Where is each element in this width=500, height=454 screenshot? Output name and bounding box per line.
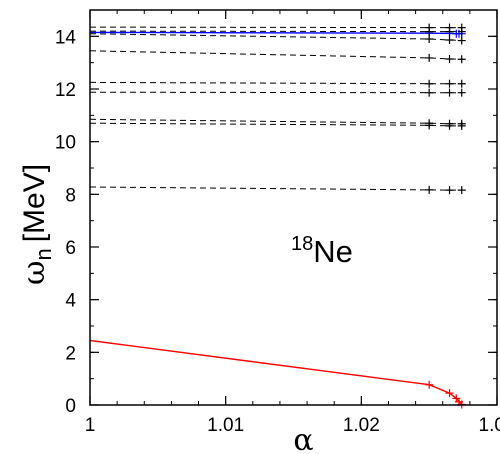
series-line-2	[89, 31, 462, 35]
series-line-11	[89, 186, 462, 191]
y-axis-title: ωn [MeV]	[17, 164, 56, 285]
series-line-8	[89, 91, 462, 94]
series-10-point-1	[425, 121, 434, 130]
series-8-point-1	[425, 88, 434, 97]
series-7-point-2	[445, 79, 454, 88]
series-11-point-3	[457, 186, 466, 195]
series-5-point-3	[457, 36, 466, 45]
y-axis-subscript: n	[31, 248, 56, 260]
series-4-point-3	[457, 27, 466, 36]
series-4-point-2	[445, 27, 454, 36]
series-6-point-3	[457, 55, 466, 64]
series-8-point-2	[445, 88, 454, 97]
series-line-9	[89, 118, 462, 125]
series-8-point-3	[457, 88, 466, 97]
series-11-point-1	[425, 185, 434, 194]
series-line-5	[89, 33, 462, 41]
axis-ticks: 1 1.01 1.02 1.03 0 2 4 6 8 10 12 14	[55, 9, 500, 436]
y-tick-label: 8	[65, 185, 76, 206]
nucleus-element: Ne	[313, 234, 353, 269]
series-11-point-2	[445, 186, 454, 195]
series-1-point-2	[445, 389, 454, 398]
x-axis-title: α	[293, 423, 313, 454]
y-tick-label: 4	[65, 291, 76, 312]
y-tick-label: 2	[65, 343, 76, 364]
series-10-point-2	[445, 121, 454, 130]
series-6-point-2	[445, 54, 454, 63]
y-tick-label: 12	[55, 80, 76, 101]
x-tick-label: 1	[85, 415, 96, 436]
series-10-point-3	[457, 121, 466, 130]
series-4-point-1	[425, 27, 434, 36]
nucleus-annotation: 18Ne	[291, 233, 353, 269]
series-line-1	[89, 339, 463, 405]
series-5-point-1	[425, 34, 434, 43]
nucleus-mass-number: 18	[291, 233, 313, 255]
series-6-point-1	[425, 53, 434, 62]
series-line-7	[89, 81, 462, 85]
y-axis-symbol: ω	[17, 261, 52, 285]
y-tick-label: 6	[65, 238, 76, 259]
x-tick-label: 1.01	[207, 415, 244, 436]
series-7-point-3	[457, 79, 466, 88]
x-tick-label: 1.02	[343, 415, 380, 436]
series-1-point-1	[425, 380, 434, 389]
series-7-point-1	[425, 79, 434, 88]
plot-frame	[89, 9, 498, 406]
x-tick-label: 1.03	[479, 415, 500, 436]
series-line-3	[89, 26, 462, 29]
series-line-10	[89, 122, 462, 127]
series-5-point-2	[445, 36, 454, 45]
y-tick-label: 14	[55, 27, 77, 48]
y-tick-label: 0	[65, 396, 76, 417]
plot-area	[89, 23, 466, 409]
series-line-4	[89, 30, 462, 33]
y-tick-label: 10	[55, 133, 76, 154]
series-line-6	[89, 50, 462, 60]
y-axis-unit: [MeV]	[18, 164, 51, 242]
